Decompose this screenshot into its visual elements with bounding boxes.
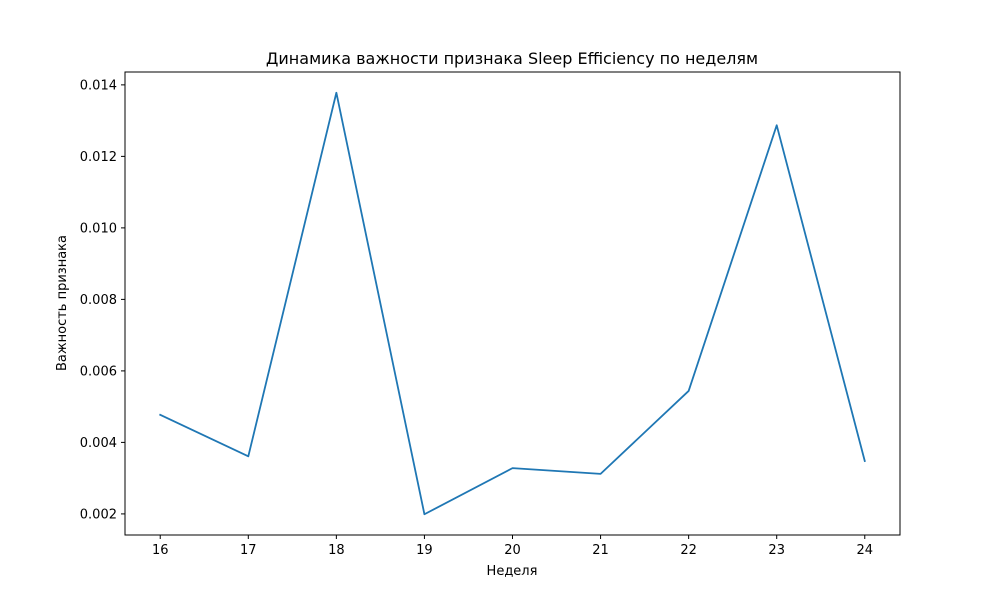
x-axis-label: Неделя [487, 564, 538, 579]
y-tick-label: 0.002 [80, 507, 117, 522]
x-tick-label: 16 [152, 543, 169, 558]
y-axis-label: Важность признака [55, 235, 70, 371]
y-tick-label: 0.008 [80, 293, 117, 308]
x-tick-label: 18 [328, 543, 345, 558]
chart-title: Динамика важности признака Sleep Efficie… [266, 49, 758, 68]
x-tick-label: 21 [592, 543, 609, 558]
y-tick-label: 0.004 [80, 436, 117, 451]
x-tick-label: 19 [416, 543, 433, 558]
plot-area: 16 17 18 19 20 21 22 23 24 0.002 0.004 0.006 0.008 0.… [80, 71, 901, 558]
y-tick-label: 0.010 [80, 221, 117, 236]
series-line [159, 91, 866, 516]
x-tick-label: 22 [680, 543, 697, 558]
x-tick-label: 23 [768, 543, 785, 558]
plot-frame [124, 71, 901, 536]
y-tick-label: 0.014 [80, 78, 117, 93]
x-tick-label: 17 [240, 543, 257, 558]
y-tick-label: 0.006 [80, 364, 117, 379]
x-tick-label: 20 [504, 543, 521, 558]
x-tick-label: 24 [856, 543, 873, 558]
y-tick-label: 0.012 [80, 150, 117, 165]
